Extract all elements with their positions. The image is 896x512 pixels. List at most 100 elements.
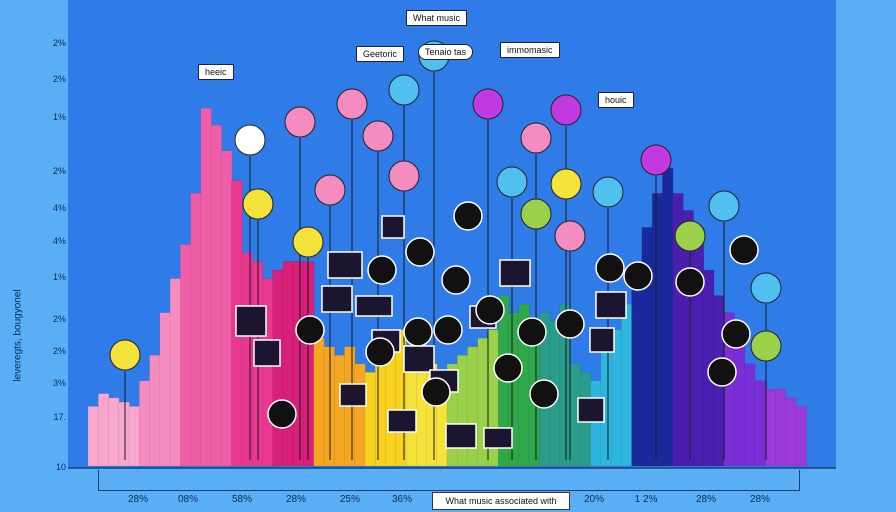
bar [180, 244, 192, 467]
bar [210, 124, 222, 467]
annotation-bubble [292, 226, 324, 258]
annotation-bubble [750, 330, 782, 362]
y-tick-label: 2% [52, 314, 66, 324]
artist-photo-circle [555, 309, 585, 339]
bar [590, 380, 602, 467]
bar [221, 150, 233, 467]
bar [139, 380, 151, 467]
annotation-bubble [388, 74, 420, 106]
y-axis-label: leveregts, bougyonel [12, 289, 24, 382]
annotation-bubble [520, 122, 552, 154]
annotation-bubble [640, 144, 672, 176]
photo-thumbnail [403, 345, 435, 373]
photo-thumbnail [253, 339, 281, 367]
x-tick-label: 58% [231, 494, 253, 505]
y-tick-label: 1% [52, 112, 66, 122]
bar [200, 107, 212, 467]
artist-photo-circle [493, 353, 523, 383]
bar [692, 227, 705, 467]
x-tick-label: 25% [339, 494, 361, 505]
bar [631, 269, 643, 467]
artist-photo-circle [475, 295, 505, 325]
bar [292, 261, 305, 467]
y-tick-label: 2% [52, 38, 66, 48]
x-tick-label: 20% [583, 494, 605, 505]
artist-photo-circle [421, 377, 451, 407]
callout-label: immomasic [500, 42, 560, 58]
bar [457, 354, 469, 467]
annotation-bubble [109, 339, 141, 371]
bar [190, 193, 202, 467]
photo-thumbnail [321, 285, 353, 313]
bar [323, 346, 335, 467]
artist-photo-circle [517, 317, 547, 347]
artist-photo-circle [529, 379, 559, 409]
x-tick-label: 36% [391, 494, 413, 505]
annotation-bubble [550, 168, 582, 200]
photo-thumbnail [381, 215, 405, 239]
photo-thumbnail [339, 383, 367, 407]
bar [313, 337, 325, 467]
x-tick-label: 28% [285, 494, 307, 505]
bar [159, 312, 171, 467]
y-tick-label: 2% [52, 346, 66, 356]
x-axis-bracket [98, 470, 800, 491]
bar [303, 261, 315, 467]
bar [149, 354, 161, 467]
bar [98, 393, 110, 467]
bar [108, 397, 120, 467]
annotation-bubble [284, 106, 316, 138]
bar [87, 406, 99, 467]
photo-thumbnail [499, 259, 531, 287]
bar [662, 167, 674, 467]
bar [774, 389, 787, 467]
annotation-bubble [520, 198, 552, 230]
artist-photo-circle [433, 315, 463, 345]
y-tick-label: 1% [52, 272, 66, 282]
bar [621, 303, 633, 467]
bar [118, 401, 130, 467]
y-tick-label: 2% [52, 74, 66, 84]
photo-thumbnail [355, 295, 393, 317]
annotation-bubble [674, 220, 706, 252]
photo-thumbnail [577, 397, 605, 423]
bar [282, 261, 294, 467]
callout-label: Geetoric [356, 46, 405, 62]
annotation-bubble [314, 174, 346, 206]
annotation-bubble [388, 160, 420, 192]
annotation-bubble [242, 188, 274, 220]
x-tick-label: 28% [127, 494, 149, 505]
bar [333, 354, 346, 467]
bar [785, 397, 797, 467]
x-tick-label: 28% [749, 494, 771, 505]
artist-photo-circle [405, 237, 435, 267]
artist-photo-circle [675, 267, 705, 297]
photo-thumbnail [589, 327, 615, 353]
callout-label: Tenaio tas [418, 44, 474, 60]
annotation-bubble [336, 88, 368, 120]
y-tick-label: 4% [52, 236, 66, 246]
chart-title: What music [406, 10, 468, 26]
annotation-bubble [362, 120, 394, 152]
artist-photo-circle [729, 235, 759, 265]
artist-photo-circle [295, 315, 325, 345]
y-tick-label: 2% [52, 166, 66, 176]
annotation-bubble [708, 190, 740, 222]
photo-thumbnail [235, 305, 267, 337]
photo-thumbnail [483, 427, 513, 449]
y-tick-label: 10 [55, 462, 66, 472]
bar [651, 193, 664, 467]
bar [744, 363, 756, 467]
artist-photo-circle [267, 399, 297, 429]
artist-photo-circle [721, 319, 751, 349]
photo-thumbnail [595, 291, 627, 319]
artist-photo-circle [403, 317, 433, 347]
bar [764, 389, 776, 467]
y-tick-label: 4% [52, 203, 66, 213]
photo-thumbnail [387, 409, 417, 433]
artist-photo-circle [453, 201, 483, 231]
x-tick-label: 1 2% [634, 494, 658, 505]
bar [169, 278, 181, 467]
annotation-bubble [496, 166, 528, 198]
